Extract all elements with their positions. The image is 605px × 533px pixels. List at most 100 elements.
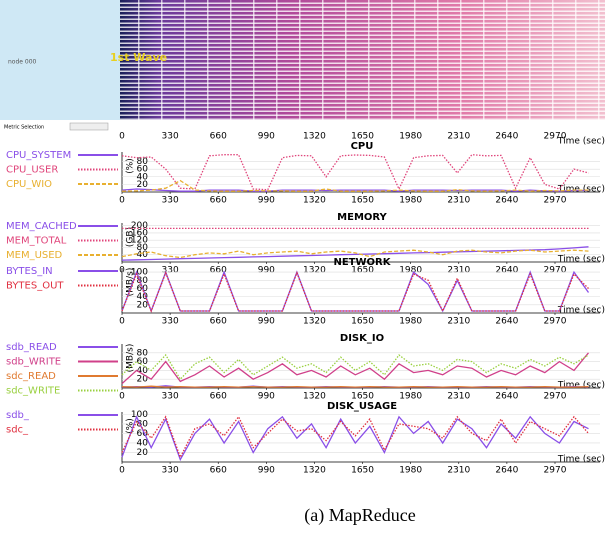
x-tick-label: 660: [210, 132, 227, 142]
x-tick-label: 330: [162, 317, 179, 327]
x-tick-label: 1980: [399, 317, 422, 327]
series-line: [121, 385, 589, 388]
x-tick-label: 0: [119, 392, 125, 402]
series-line: [121, 154, 589, 191]
legend-label: sdc_READ: [6, 371, 56, 382]
y-tick-label: 160: [131, 228, 148, 238]
x-tick-label: 1320: [303, 132, 326, 142]
wave-label: 1st Wave: [110, 51, 167, 64]
y-tick-label: 40: [137, 438, 149, 448]
y-axis-label: (MB/s): [126, 344, 136, 373]
x-tick-label: 1980: [399, 466, 422, 476]
chart-title: MEMORY: [337, 212, 387, 223]
x-tick-label: 1320: [303, 266, 326, 276]
x-tick-label: 990: [258, 266, 275, 276]
x-tick-label: 1650: [351, 196, 374, 206]
x-tick-label: 0: [119, 196, 125, 206]
y-axis-label: (GB): [126, 227, 136, 247]
x-tick-label: 0: [119, 317, 125, 327]
x-tick-label: 2970: [544, 392, 567, 402]
legend-label: MEM_TOTAL: [6, 236, 67, 247]
x-tick-label: 0: [119, 132, 125, 142]
x-tick-label: 2970: [544, 317, 567, 327]
y-tick-label: 40: [137, 250, 149, 260]
legend-label: sdc_: [6, 425, 29, 436]
x-tick-label: 990: [258, 392, 275, 402]
legend-label: MEM_CACHED: [6, 221, 77, 232]
y-tick-label: 120: [131, 236, 148, 246]
x-tick-label: 2310: [447, 132, 470, 142]
y-tick-label: 80: [137, 157, 149, 167]
x-axis-label: Time (sec): [557, 306, 605, 316]
chart-title: CPU: [351, 141, 374, 152]
y-axis-label: (%): [126, 158, 136, 174]
y-tick-label: 60: [137, 429, 149, 439]
legend-label: sdb_: [6, 410, 30, 421]
x-axis-label: Time (sec): [557, 137, 605, 147]
x-tick-label: 1650: [351, 266, 374, 276]
series-line: [121, 246, 589, 261]
node-label: node 000: [8, 59, 37, 66]
heatmap-cols: [120, 0, 605, 120]
x-tick-label: 1980: [399, 132, 422, 142]
x-tick-label: 2310: [447, 466, 470, 476]
y-tick-label: 40: [137, 172, 149, 182]
chart-title: NETWORK: [333, 257, 391, 268]
legend-label: BYTES_IN: [6, 266, 53, 277]
series-line: [121, 352, 590, 385]
x-tick-label: 660: [210, 392, 227, 402]
x-tick-label: 2310: [447, 392, 470, 402]
y-tick-label: 20: [137, 300, 149, 310]
x-tick-label: 330: [162, 132, 179, 142]
x-tick-label: 2970: [544, 466, 567, 476]
metric-button[interactable]: [69, 122, 109, 131]
x-tick-label: 2640: [495, 392, 518, 402]
x-tick-label: 990: [258, 466, 275, 476]
y-tick-label: 80: [137, 243, 149, 253]
legend-label: sdb_WRITE: [6, 357, 61, 368]
x-tick-label: 330: [162, 392, 179, 402]
y-tick-label: 40: [137, 292, 149, 302]
y-tick-label: 20: [137, 448, 149, 458]
x-tick-label: 2310: [447, 196, 470, 206]
legend-label: CPU_SYSTEM: [6, 150, 71, 161]
x-tick-label: 1320: [303, 466, 326, 476]
y-tick-label: 40: [137, 366, 149, 376]
caption: (a) MapReduce: [304, 505, 415, 526]
x-tick-label: 2640: [495, 196, 518, 206]
x-tick-label: 1980: [399, 196, 422, 206]
y-tick-label: 60: [137, 165, 149, 175]
chart-title: DISK_IO: [340, 333, 384, 344]
x-tick-label: 1650: [351, 466, 374, 476]
series-line: [121, 415, 589, 462]
series-line: [121, 271, 589, 313]
y-axis-label: (%): [126, 418, 136, 434]
y-tick-label: 200: [131, 221, 148, 231]
node-panel: [0, 0, 120, 120]
x-tick-label: 660: [210, 196, 227, 206]
y-tick-label: 60: [137, 357, 149, 367]
legend-label: CPU_WIO: [6, 179, 52, 190]
metric-selection: Metric Selection: [4, 125, 44, 131]
y-tick-label: 100: [131, 410, 148, 420]
x-tick-label: 1650: [351, 392, 374, 402]
series-line: [121, 415, 589, 459]
legend-label: sdb_READ: [6, 342, 57, 353]
legend-label: BYTES_OUT: [6, 281, 64, 292]
x-tick-label: 1320: [303, 196, 326, 206]
y-tick-label: 100: [131, 268, 148, 278]
x-tick-label: 2640: [495, 317, 518, 327]
series-line: [121, 249, 589, 259]
series-line: [121, 188, 589, 192]
legend-label: CPU_USER: [6, 165, 58, 176]
x-tick-label: 660: [210, 317, 227, 327]
x-tick-label: 1320: [303, 392, 326, 402]
y-axis-label: (MB/s): [126, 268, 136, 297]
x-axis-label: Time (sec): [557, 455, 605, 465]
legend-label: MEM_USED: [6, 250, 63, 261]
x-tick-label: 2310: [447, 317, 470, 327]
y-tick-label: 20: [137, 375, 149, 385]
x-tick-label: 330: [162, 196, 179, 206]
y-tick-label: 80: [137, 276, 149, 286]
